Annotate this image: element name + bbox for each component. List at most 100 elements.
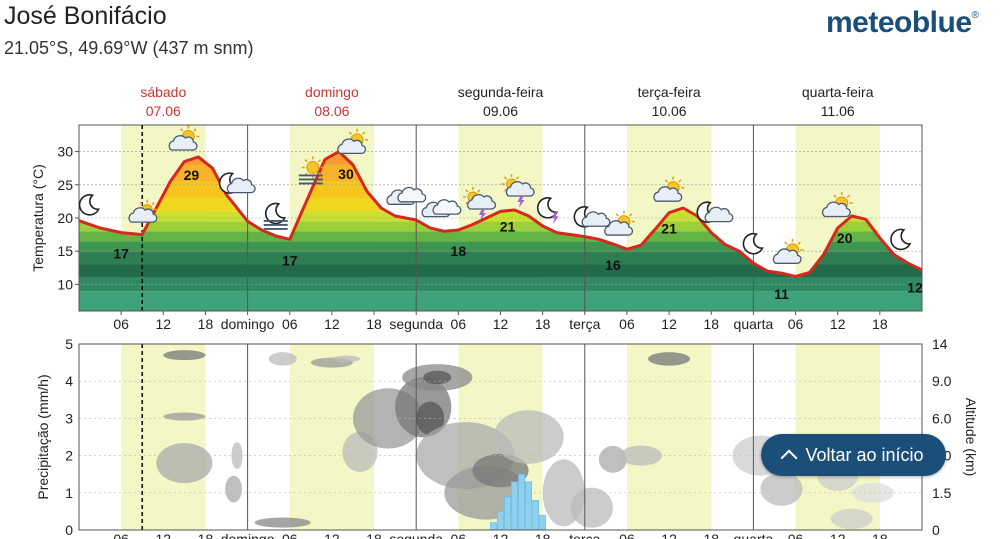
precipitation-tick-label: 0 — [65, 522, 73, 538]
day-date-label: 08.06 — [314, 103, 349, 119]
moon-cloud-icon — [573, 206, 611, 228]
cloud-cover-patch — [493, 410, 564, 464]
cloud-cover-patch — [570, 487, 613, 528]
day-name-label: domingo — [305, 84, 359, 100]
temperature-x-tick-label: 12 — [156, 316, 172, 332]
precipitation-x-tick-label: 12 — [156, 531, 172, 539]
cloudy-icon — [386, 186, 427, 205]
cloud-cover-patch — [163, 350, 206, 361]
sun-cloud-icon — [653, 176, 685, 202]
day-date-label: 10.06 — [652, 103, 687, 119]
temperature-value-label: 11 — [774, 286, 789, 302]
precipitation-bar — [532, 499, 540, 531]
temperature-x-tick-label: quarta — [734, 316, 774, 332]
temperature-x-tick-label: 06 — [619, 316, 635, 332]
precipitation-x-tick-label: 18 — [198, 531, 214, 539]
cloud-cover-patch — [851, 482, 894, 503]
day-labels: sábado 07.06 domingo 08.06 segunda-feira 09.0… — [140, 84, 873, 119]
temperature-x-tick-label: 18 — [366, 316, 382, 332]
precipitation-x-tick-label: domingo — [221, 531, 275, 539]
day-name-label: terça-feira — [638, 84, 701, 100]
moon-cloud-icon — [218, 172, 256, 194]
day-date-label: 09.06 — [483, 103, 518, 119]
precipitation-x-tick-label: 06 — [619, 531, 635, 539]
precipitation-tick-label: 1 — [65, 485, 73, 501]
temperature-value-label: 12 — [907, 279, 923, 295]
daylight-band — [121, 344, 206, 530]
precipitation-bar — [525, 481, 533, 531]
temperature-color-band — [79, 291, 922, 311]
altitude-tick-label: 1.5 — [932, 485, 952, 501]
precipitation-tick-label: 4 — [65, 373, 73, 389]
location-coordinates: 21.05°S, 49.69°W (437 m snm) — [4, 38, 254, 58]
precipitation-x-tick-label: 18 — [535, 531, 551, 539]
cloud-cover-patch — [254, 517, 311, 528]
precipitation-x-tick-label: 18 — [703, 531, 719, 539]
temperature-x-tick-label: 12 — [324, 316, 340, 332]
precipitation-x-tick-label: 18 — [366, 531, 382, 539]
altitude-tick-label: 0 — [932, 522, 940, 538]
temperature-color-band — [79, 241, 922, 252]
temperature-tick-label: 25 — [57, 177, 73, 193]
day-date-label: 07.06 — [146, 103, 181, 119]
precipitation-x-tick-label: quarta — [734, 531, 774, 539]
precipitation-x-tick-label: 06 — [451, 531, 467, 539]
precipitation-bar — [504, 496, 511, 531]
day-name-label: segunda-feira — [458, 84, 544, 100]
cloudy-icon — [421, 199, 462, 218]
precipitation-tick-label: 2 — [65, 448, 73, 464]
precipitation-bar — [497, 511, 504, 531]
meteoblue-logo[interactable]: meteoblue® — [826, 6, 979, 40]
temperature-value-label: 17 — [113, 246, 129, 262]
chevron-up-icon — [780, 449, 798, 467]
daylight-band — [626, 344, 712, 530]
precipitation-bar — [518, 473, 525, 531]
temperature-color-band — [79, 221, 922, 232]
precipitation-tick-label: 5 — [65, 336, 73, 352]
temperature-x-tick-label: 18 — [872, 316, 888, 332]
precipitation-bar — [511, 481, 518, 531]
temperature-x-tick-label: 06 — [451, 316, 467, 332]
cloud-cover-patch — [423, 370, 452, 385]
moon-fog-icon — [263, 202, 288, 230]
temperature-tick-label: 10 — [57, 276, 73, 292]
temperature-x-tick-label: 12 — [661, 316, 677, 332]
temperature-x-tick-label: 06 — [788, 316, 804, 332]
moon-cloud-icon — [696, 201, 734, 223]
altitude-axis-label: Altitude (km) — [963, 398, 979, 477]
temperature-value-label: 21 — [500, 219, 516, 235]
precipitation-x-tick-label: 06 — [113, 531, 129, 539]
sun-cloud-icon — [772, 238, 804, 264]
cloud-cover-patch — [163, 412, 206, 421]
temperature-x-tick-label: 12 — [830, 316, 846, 332]
day-name-label: quarta-feira — [802, 84, 874, 100]
sun-cloud-icon — [168, 125, 200, 151]
cloud-cover-patch — [598, 445, 627, 473]
precipitation-x-tick-label: terça — [569, 531, 600, 539]
temperature-x-tick-label: terça — [569, 316, 600, 332]
cloud-cover-patch — [225, 475, 242, 503]
temperature-value-label: 17 — [282, 252, 298, 268]
altitude-tick-label: 6.0 — [932, 410, 952, 426]
sun-cloud-icon — [337, 128, 368, 155]
temperature-color-band — [79, 211, 922, 222]
precipitation-bar — [490, 522, 497, 531]
sun-fog-icon — [298, 156, 324, 185]
temperature-value-label: 21 — [661, 221, 677, 237]
temperature-color-band — [79, 231, 922, 242]
precipitation-x-tick-label: 12 — [324, 531, 340, 539]
back-to-top-button[interactable]: Voltar ao início — [761, 434, 946, 476]
temperature-line — [78, 150, 923, 278]
temperature-tick-label: 20 — [57, 210, 73, 226]
precipitation-x-tick-label: 12 — [661, 531, 677, 539]
temperature-x-tick-label: 18 — [535, 316, 551, 332]
location-title: José Bonifácio — [4, 2, 167, 30]
altitude-tick-label: 14 — [932, 336, 948, 352]
cloud-cover-patch — [268, 352, 297, 366]
temperature-value-label: 29 — [184, 167, 200, 183]
cloud-cover-patch — [331, 355, 361, 363]
back-to-top-label: Voltar ao início — [805, 444, 924, 465]
temperature-color-band — [79, 264, 922, 278]
moon-thunder-icon — [536, 197, 559, 225]
